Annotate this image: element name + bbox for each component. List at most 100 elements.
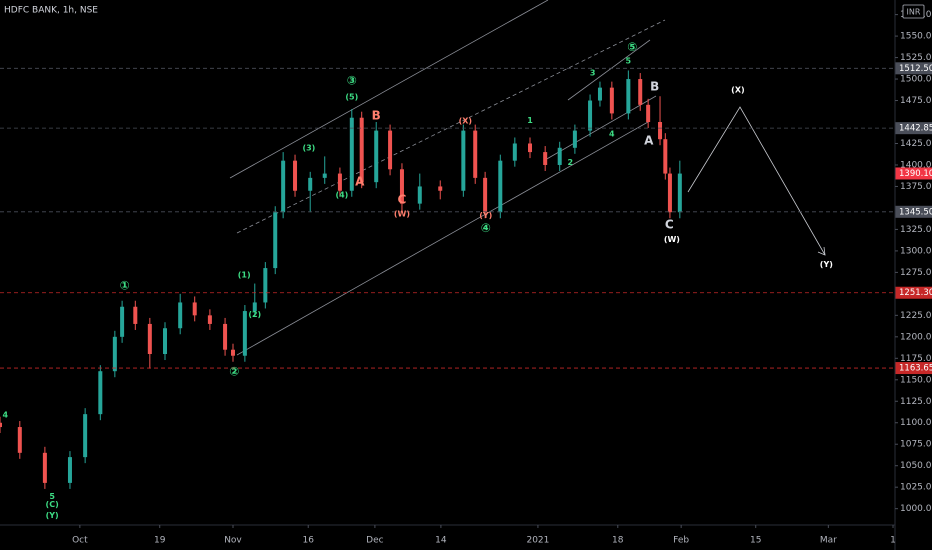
candle-body: [67, 457, 72, 483]
candle-body: [461, 130, 466, 191]
candle-body: [322, 173, 327, 178]
channel-upper: [229, 0, 549, 179]
wave-label: (X): [459, 117, 472, 126]
wave-label: B: [372, 108, 381, 122]
candle-body: [638, 79, 643, 105]
candle-body: [230, 349, 235, 356]
candle-body: [178, 302, 183, 329]
candle-body: [223, 323, 228, 350]
currency: INR: [907, 8, 921, 17]
channel-middle: [236, 19, 666, 234]
level-label: 1251.30: [899, 288, 932, 298]
wave-label: 4: [2, 411, 8, 420]
level-box: [895, 62, 932, 75]
candle-body: [98, 371, 103, 415]
candle-body: [359, 117, 364, 183]
wave-label: A: [355, 175, 365, 189]
candle-body: [572, 130, 577, 148]
annotations: 45(C)(Y)①(1)(2)②(3)③(5)(4)ABC(W)(X)(Y)④1…: [2, 40, 832, 520]
channel-lower: [236, 121, 649, 356]
level-box: [895, 205, 932, 218]
wave-label: (2): [248, 310, 261, 319]
candle-body: [438, 186, 443, 191]
candle-body: [626, 79, 631, 114]
candle-body: [147, 323, 152, 355]
x-tick-label: Feb: [673, 536, 689, 546]
candle-body: [528, 143, 533, 153]
candle-body: [512, 143, 517, 161]
wave-label: (5): [345, 93, 358, 102]
candle-body: [677, 173, 682, 213]
wave-label: ③: [347, 73, 357, 87]
y-tick-label: 1500.00: [900, 75, 932, 85]
y-tick-label: 1200.00: [900, 332, 932, 342]
candle-body: [473, 130, 478, 178]
wave-label: ②: [229, 365, 239, 379]
y-tick-label: 1325.00: [900, 225, 932, 235]
candle-body: [17, 427, 22, 453]
wave-label: (1): [238, 270, 251, 279]
y-tick-label: 1425.00: [900, 139, 932, 149]
candle-body: [112, 336, 117, 372]
wave-label: (Y): [46, 511, 59, 520]
candle-body: [281, 160, 286, 213]
y-tick-label: 1400.00: [900, 160, 932, 170]
candle-body: [337, 173, 342, 191]
wave-label: (W): [394, 209, 410, 218]
x-tick-label: Oct: [72, 536, 88, 546]
y-tick-label: 1050.00: [900, 461, 932, 471]
candle-body: [658, 122, 663, 140]
candle-body: [293, 160, 298, 191]
y-tick-label: 1475.00: [900, 96, 932, 106]
candle-body: [308, 177, 313, 191]
candle-body: [273, 212, 278, 269]
wave-label: 2: [567, 158, 573, 167]
y-tick-label: 1075.00: [900, 440, 932, 450]
wave-label: 1: [527, 116, 533, 125]
wave-label: 5: [49, 492, 55, 501]
candle-body: [163, 328, 168, 355]
x-tick-label: Mar: [820, 536, 837, 546]
y-tick-label: 1150.00: [900, 375, 932, 385]
candle-body: [483, 177, 488, 213]
x-tick-label: 16: [303, 536, 315, 546]
y-tick-label: 1000.00: [900, 504, 932, 514]
candle-body: [42, 452, 47, 483]
levels: 1512.50 1442.85 1390.10 1345.50 1251.30 1163.…: [0, 62, 932, 375]
chart-title: HDFC BANK, 1h, NSE: [4, 6, 98, 16]
wave-label: (3): [302, 143, 315, 152]
candle-body: [543, 152, 548, 165]
y-tick-label: 1375.00: [900, 182, 932, 192]
y-tick-label: 1550.00: [900, 32, 932, 42]
candle-body: [588, 100, 593, 131]
x-tick-label: 1: [890, 536, 896, 546]
x-tick-label: 15: [750, 536, 761, 546]
candle-body: [242, 311, 247, 356]
wave-label: C: [398, 193, 407, 207]
candle-body: [120, 306, 125, 337]
candle-body: [417, 186, 422, 204]
wave-label: 5: [626, 57, 632, 66]
channel-small-upper: [567, 39, 651, 101]
level-box: [895, 122, 932, 135]
candle-body: [263, 268, 268, 303]
wave-label: ⑤: [627, 40, 637, 54]
candle-body: [374, 130, 379, 183]
y-tick-label: 1275.00: [900, 268, 932, 278]
y-tick-label: 1225.00: [900, 311, 932, 321]
wave-label: (W): [664, 235, 680, 244]
level-label: 1442.85: [899, 124, 932, 134]
x-tick-label: Nov: [224, 536, 242, 546]
drawings: [229, 0, 826, 356]
wave-label: (4): [335, 191, 348, 200]
y-tick-label: 1525.00: [900, 53, 932, 63]
level-box: [895, 286, 932, 299]
candle-body: [667, 173, 672, 213]
candle-body: [133, 306, 138, 324]
candle-body: [252, 302, 257, 312]
y-tick-label: 1125.00: [900, 397, 932, 407]
candle-body: [349, 117, 354, 191]
wave-label: ④: [481, 221, 491, 235]
